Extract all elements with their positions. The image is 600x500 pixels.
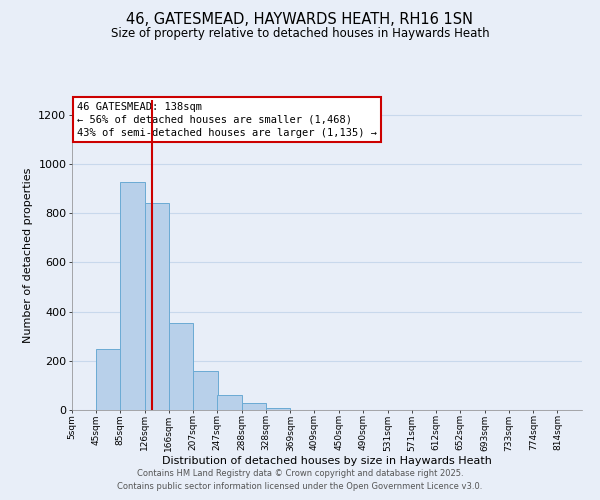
Bar	[266, 408, 290, 410]
Text: Contains HM Land Registry data © Crown copyright and database right 2025.: Contains HM Land Registry data © Crown c…	[137, 468, 463, 477]
Y-axis label: Number of detached properties: Number of detached properties	[23, 168, 33, 342]
Bar	[169, 324, 193, 410]
Text: Contains public sector information licensed under the Open Government Licence v3: Contains public sector information licen…	[118, 482, 482, 491]
Bar	[242, 403, 266, 410]
Bar	[145, 202, 169, 410]
Bar	[120, 182, 145, 410]
Text: Size of property relative to detached houses in Haywards Heath: Size of property relative to detached ho…	[110, 28, 490, 40]
Text: 46, GATESMEAD, HAYWARDS HEATH, RH16 1SN: 46, GATESMEAD, HAYWARDS HEATH, RH16 1SN	[127, 12, 473, 28]
Bar	[96, 349, 121, 410]
Bar	[217, 394, 242, 410]
Bar	[193, 372, 218, 410]
X-axis label: Distribution of detached houses by size in Haywards Heath: Distribution of detached houses by size …	[162, 456, 492, 466]
Text: 46 GATESMEAD: 138sqm
← 56% of detached houses are smaller (1,468)
43% of semi-de: 46 GATESMEAD: 138sqm ← 56% of detached h…	[77, 102, 377, 138]
